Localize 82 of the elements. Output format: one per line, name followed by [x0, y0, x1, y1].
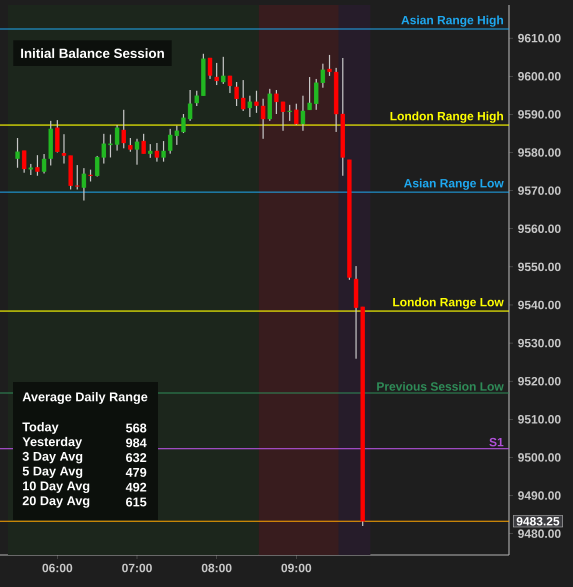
x-tick-label: 06:00: [42, 564, 72, 572]
candlestick: [228, 75, 232, 94]
y-tick-label: 9520.00: [518, 376, 561, 386]
annotation: 3 Day Avg: [22, 452, 82, 464]
candlestick: [128, 137, 133, 152]
candlestick: [82, 168, 86, 202]
y-tick-label: 9490.00: [518, 491, 561, 500]
candlestick: [122, 109, 126, 149]
y-tick-label: 9590.00: [518, 110, 561, 119]
y-tick-label: 9580.00: [518, 148, 561, 157]
y-tick-label: 9480.00: [518, 529, 561, 538]
annotation: Today: [22, 422, 59, 434]
y-tick-label: 9500.00: [518, 453, 561, 462]
candlestick: [174, 125, 180, 146]
candlestick: [134, 138, 140, 166]
candlestick: [314, 78, 318, 110]
candlestick: [241, 79, 246, 112]
x-tick-label: 07:00: [122, 564, 152, 572]
annotation: Average Daily Range: [22, 392, 148, 404]
candlestick: [194, 90, 199, 107]
annotation: 984: [126, 438, 147, 448]
candlestick: [188, 89, 192, 122]
annotation: 632: [126, 453, 146, 462]
y-tick-label: 9600.00: [518, 72, 561, 81]
candlestick: [114, 124, 120, 152]
candlestick: [181, 113, 186, 134]
y-tick-label: 9540.00: [518, 300, 561, 310]
candlestick: [35, 154, 40, 176]
candlestick: [148, 144, 152, 158]
ref-line-label: S1: [489, 438, 504, 446]
annotation: 5 Day Avg: [22, 466, 82, 478]
y-tick-label: 9610.00: [518, 34, 561, 42]
candlestick: [208, 57, 212, 80]
y-tick-label: 9510.00: [518, 415, 561, 424]
candlestick: [214, 62, 219, 86]
annotation: 479: [126, 468, 146, 477]
candlestick: [274, 89, 279, 115]
candlestick: [294, 103, 298, 126]
candlestick: [102, 133, 106, 164]
annotation: Yesterday: [22, 436, 82, 449]
candlestick: [287, 104, 292, 122]
candlestick: [161, 140, 166, 162]
y-tick-label: 9560.00: [518, 224, 561, 233]
ref-line-label: London Range Low: [393, 298, 504, 309]
ref-line-label: Asian Range High: [401, 16, 503, 27]
ref-line-label: Asian Range Low: [404, 178, 504, 190]
y-tick-label: 9550.00: [518, 262, 561, 272]
candlestick: [28, 163, 33, 176]
x-tick-label: 09:00: [281, 564, 312, 572]
annotation: 568: [126, 424, 146, 432]
candlestick: [248, 95, 252, 118]
candlestick: [75, 164, 80, 190]
candlestick: [234, 81, 239, 107]
candlestick: [327, 54, 332, 76]
candlestick: [42, 153, 46, 174]
candlestick: [108, 134, 113, 158]
y-tick-label: 9530.00: [518, 338, 561, 348]
annotation: 615: [126, 498, 146, 506]
candlestick: [22, 150, 26, 174]
candlestick: [141, 133, 146, 154]
candlestick: [300, 95, 306, 132]
x-tick-label: 08:00: [202, 564, 232, 572]
band-label: Initial Balance Session: [21, 48, 164, 58]
candlestick: [62, 134, 66, 164]
candlestick: [15, 137, 20, 168]
annotation: 492: [126, 482, 146, 492]
annotation: 10 Day Avg: [23, 481, 90, 493]
candlestick: [88, 169, 93, 182]
candlestick: [168, 128, 172, 154]
candlestick: [320, 63, 326, 88]
ref-line-label: Previous Session Low: [377, 382, 504, 391]
candlestick: [154, 142, 160, 162]
candlestick: [260, 98, 266, 140]
candlestick: [307, 76, 312, 110]
text: 9483.25: [516, 517, 560, 526]
candlestick: [254, 90, 259, 114]
y-tick-label: 9570.00: [518, 186, 561, 195]
candlestick: [280, 101, 286, 132]
candlestick: [94, 155, 100, 178]
candlestick: [221, 56, 226, 84]
ref-line-label: London Range High: [390, 112, 503, 123]
annotation: 20 Day Avg: [22, 496, 90, 508]
